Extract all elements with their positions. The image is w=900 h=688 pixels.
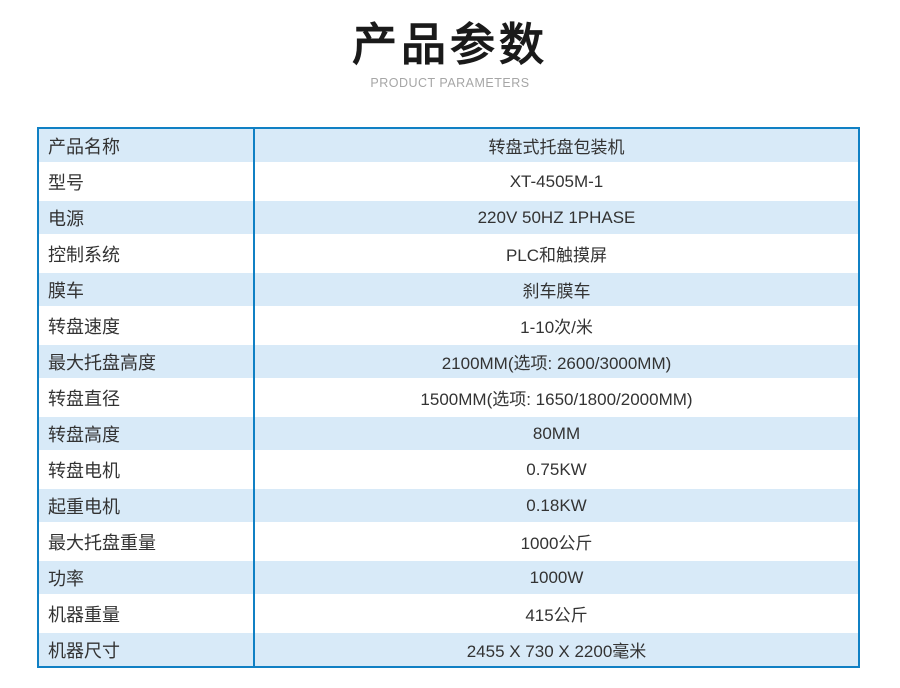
table-row: 转盘直径 1500MM(选项: 1650/1800/2000MM) [39, 381, 858, 414]
row-label: 转盘高度 [39, 417, 253, 450]
table-row: 最大托盘高度 2100MM(选项: 2600/3000MM) [39, 345, 858, 378]
row-label: 电源 [39, 201, 253, 234]
row-value: 2455 X 730 X 2200毫米 [255, 633, 858, 666]
row-value: 0.75KW [255, 453, 858, 486]
table-row: 机器重量 415公斤 [39, 597, 858, 630]
row-label: 型号 [39, 165, 253, 198]
row-value: 刹车膜车 [255, 273, 858, 306]
row-label: 转盘电机 [39, 453, 253, 486]
row-label: 转盘直径 [39, 381, 253, 414]
table-row: 功率 1000W [39, 561, 858, 594]
spec-table: 产品名称 转盘式托盘包装机 型号 XT-4505M-1 电源 220V 50HZ 1PHA… [37, 127, 860, 668]
row-value: 转盘式托盘包装机 [255, 129, 858, 162]
page-header: 产品参数 PRODUCT PARAMETERS [0, 0, 900, 90]
row-value: PLC和触摸屏 [255, 237, 858, 270]
table-row: 电源 220V 50HZ 1PHASE [39, 201, 858, 234]
page-subtitle: PRODUCT PARAMETERS [370, 76, 530, 90]
table-row: 产品名称 转盘式托盘包装机 [39, 129, 858, 162]
table-row: 起重电机 0.18KW [39, 489, 858, 522]
row-value: XT-4505M-1 [255, 165, 858, 198]
row-label: 功率 [39, 561, 253, 594]
page-title: 产品参数 [351, 19, 548, 70]
row-value: 415公斤 [255, 597, 858, 630]
table-row: 膜车 刹车膜车 [39, 273, 858, 306]
row-value: 1000公斤 [255, 525, 858, 558]
row-value: 80MM [255, 417, 858, 450]
row-value: 2100MM(选项: 2600/3000MM) [255, 345, 858, 378]
table-row: 转盘速度 1-10次/米 [39, 309, 858, 342]
table-row: 转盘电机 0.75KW [39, 453, 858, 486]
table-row: 转盘高度 80MM [39, 417, 858, 450]
row-label: 起重电机 [39, 489, 253, 522]
table-row: 机器尺寸 2455 X 730 X 2200毫米 [39, 633, 858, 666]
row-label: 最大托盘高度 [39, 345, 253, 378]
row-value: 1500MM(选项: 1650/1800/2000MM) [255, 381, 858, 414]
row-value: 1-10次/米 [255, 309, 858, 342]
row-label: 机器重量 [39, 597, 253, 630]
row-value: 1000W [255, 561, 858, 594]
row-label: 膜车 [39, 273, 253, 306]
row-value: 0.18KW [255, 489, 858, 522]
row-label: 最大托盘重量 [39, 525, 253, 558]
table-row: 型号 XT-4505M-1 [39, 165, 858, 198]
row-label: 控制系统 [39, 237, 253, 270]
row-label: 产品名称 [39, 129, 253, 162]
table-row: 最大托盘重量 1000公斤 [39, 525, 858, 558]
row-label: 转盘速度 [39, 309, 253, 342]
column-divider [253, 129, 255, 666]
row-label: 机器尺寸 [39, 633, 253, 666]
table-row: 控制系统 PLC和触摸屏 [39, 237, 858, 270]
row-value: 220V 50HZ 1PHASE [255, 201, 858, 234]
